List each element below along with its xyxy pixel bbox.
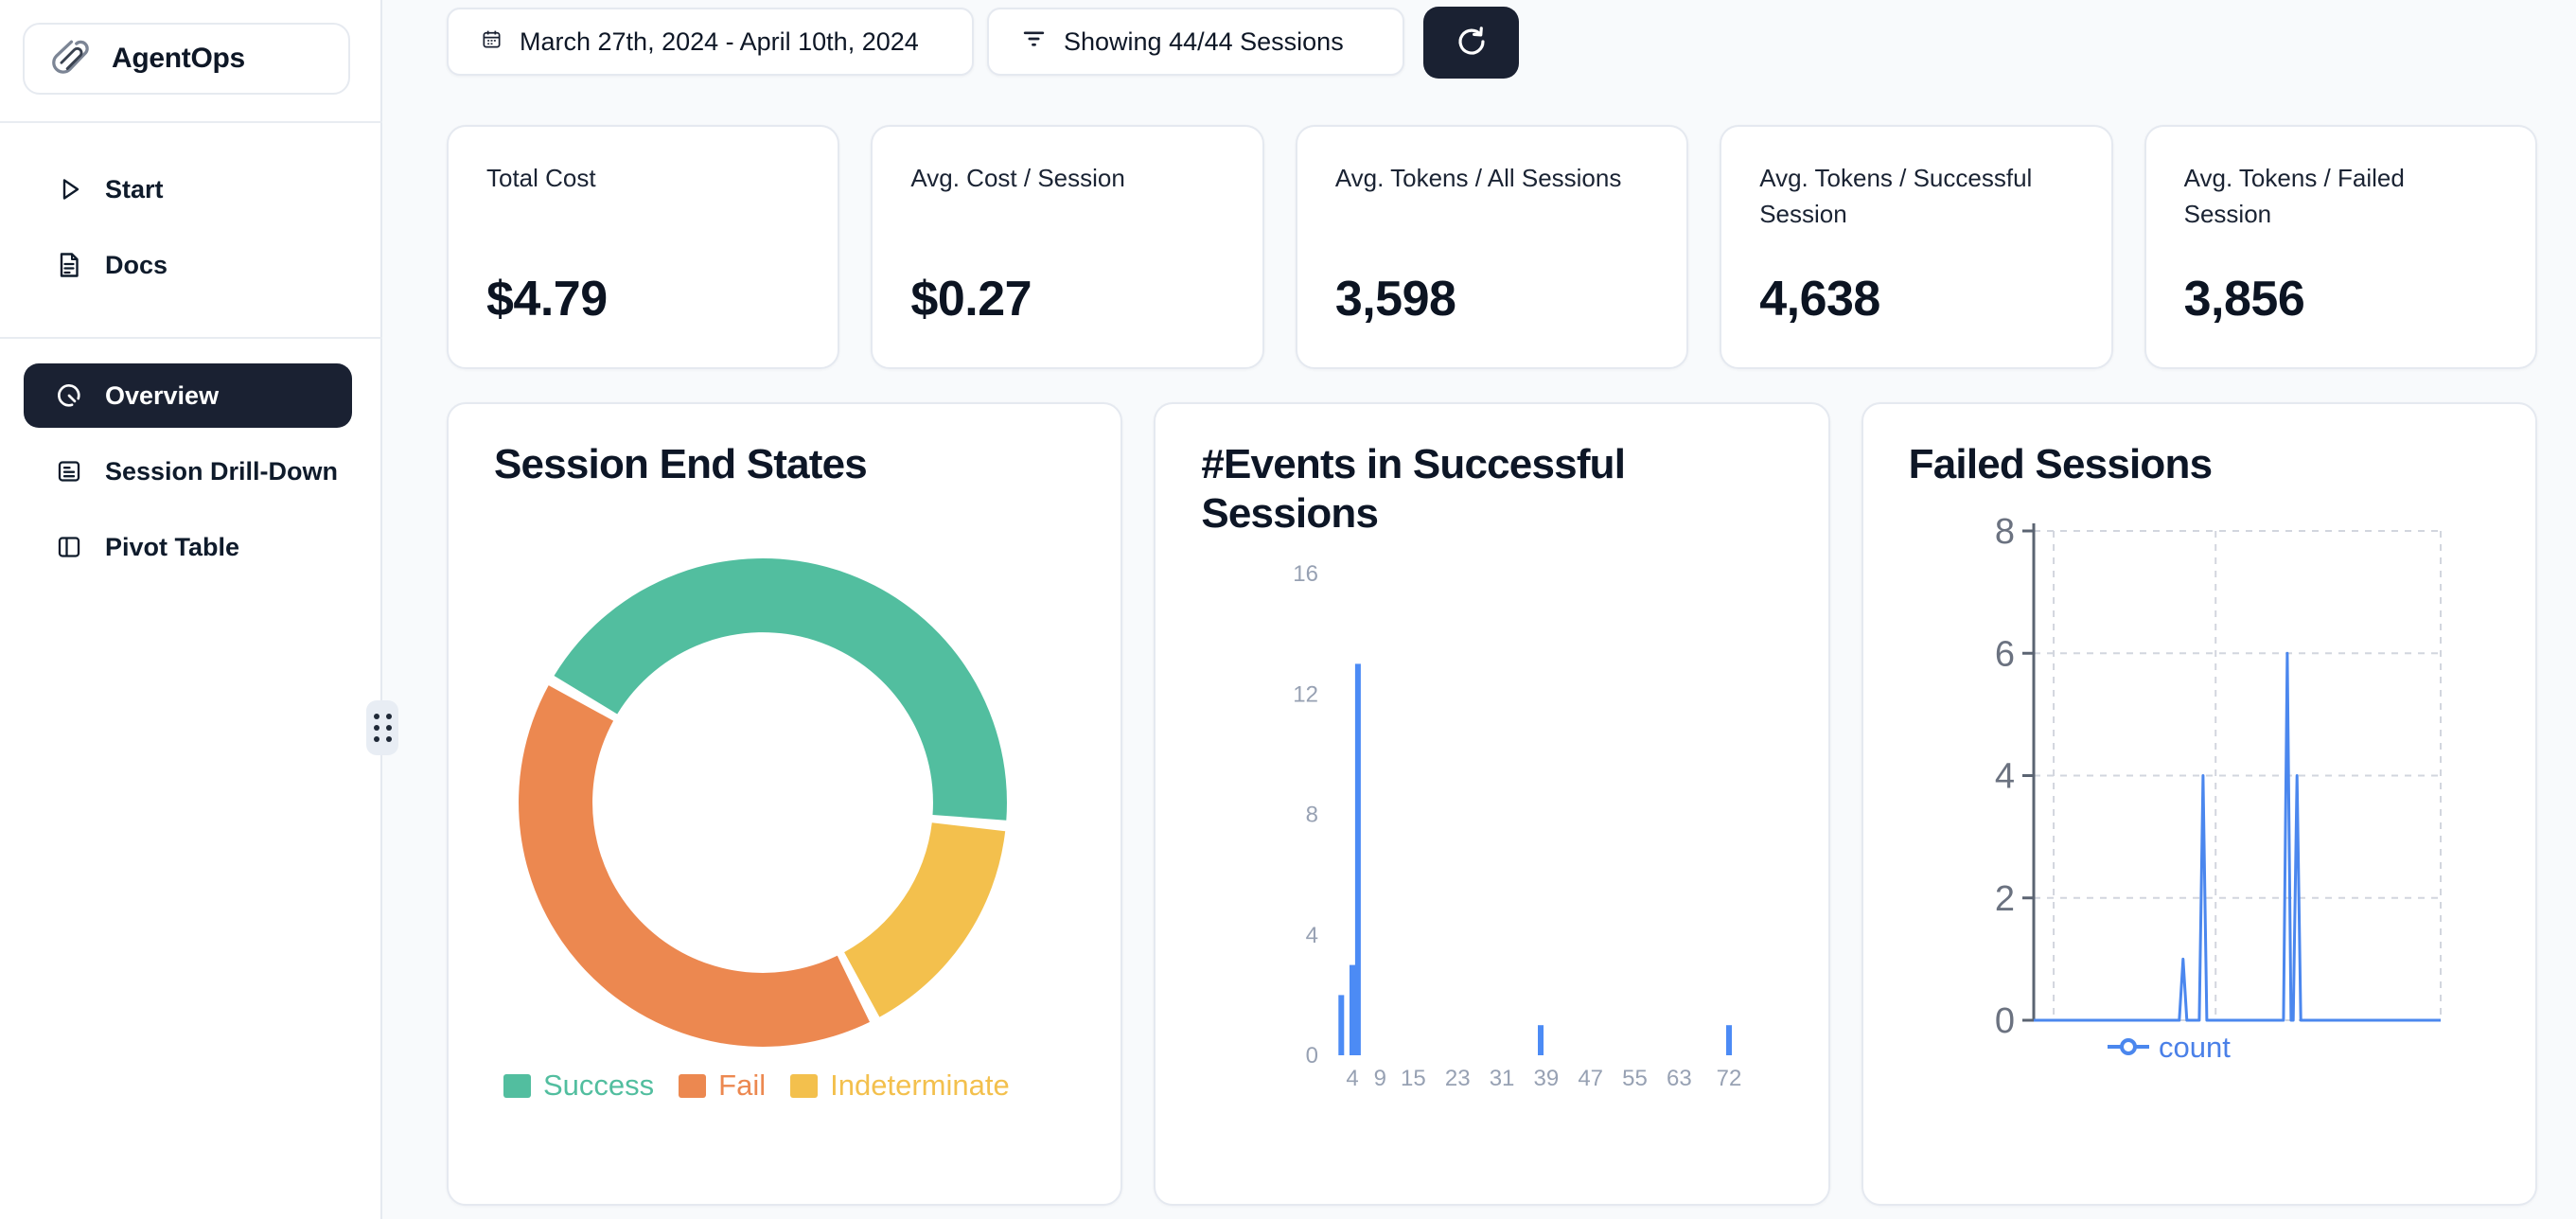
sidebar-item-docs[interactable]: Docs bbox=[24, 238, 352, 292]
sidebar-item-pivot-table[interactable]: Pivot Table bbox=[24, 521, 352, 574]
failed-sessions-line-chart: 0 2 4 6 8 count bbox=[1995, 512, 2442, 1064]
stat-card-0: Total Cost $4.79 bbox=[447, 125, 840, 369]
x-tick-label: 9 bbox=[1374, 1066, 1386, 1091]
app-name: AgentOps bbox=[112, 43, 245, 74]
refresh-button[interactable] bbox=[1423, 7, 1519, 79]
y-tick-label: 12 bbox=[1294, 681, 1319, 707]
bar-x5 bbox=[1355, 663, 1362, 1055]
date-range-label: March 27th, 2024 - April 10th, 2024 bbox=[520, 26, 919, 56]
legend-item-fail: Fail bbox=[679, 1069, 766, 1103]
bar-x72 bbox=[1726, 1025, 1733, 1055]
session-end-states-card: Session End States Success Fail Indetermin… bbox=[447, 402, 1123, 1206]
donut-segment-indeterminate bbox=[844, 822, 1006, 1017]
stat-label: Total Cost bbox=[486, 164, 596, 192]
grip-dots-icon bbox=[373, 714, 392, 742]
legend-swatch bbox=[679, 1073, 707, 1098]
sidebar-item-session-drill-down[interactable]: Session Drill-Down bbox=[24, 445, 352, 498]
y-tick-label: 8 bbox=[1995, 512, 2015, 552]
x-tick-label: 72 bbox=[1717, 1066, 1742, 1091]
sessions-filter-label: Showing 44/44 Sessions bbox=[1064, 26, 1344, 56]
stat-card-3: Avg. Tokens / Successful Session 4,638 bbox=[1720, 125, 2113, 369]
calendar-icon bbox=[481, 27, 503, 57]
x-tick-label: 31 bbox=[1490, 1066, 1515, 1091]
sidebar: AgentOps Start Docs Overview Session Drill-… bbox=[0, 0, 398, 1219]
legend-circle-icon bbox=[2119, 1038, 2137, 1055]
play-icon bbox=[54, 174, 84, 204]
legend-label: count bbox=[2159, 1031, 2231, 1064]
stat-value: 3,856 bbox=[2183, 272, 2305, 327]
sessions-filter-button[interactable]: Showing 44/44 Sessions bbox=[987, 8, 1404, 76]
stat-card-1: Avg. Cost / Session $0.27 bbox=[871, 125, 1264, 369]
date-range-button[interactable]: March 27th, 2024 - April 10th, 2024 bbox=[447, 8, 974, 76]
legend-swatch bbox=[790, 1073, 819, 1098]
sidebar-item-label: Overview bbox=[105, 380, 220, 410]
rows-icon bbox=[54, 456, 84, 486]
y-tick-label: 6 bbox=[1995, 634, 2015, 674]
x-tick-label: 23 bbox=[1445, 1066, 1471, 1091]
x-tick-label: 39 bbox=[1534, 1066, 1560, 1091]
stat-label: Avg. Tokens / Failed Session bbox=[2183, 164, 2405, 228]
legend-label: Fail bbox=[718, 1069, 767, 1102]
sidebar-divider bbox=[0, 337, 382, 339]
docs-icon bbox=[54, 250, 84, 280]
sidebar-divider bbox=[0, 121, 382, 123]
x-tick-label: 4 bbox=[1347, 1066, 1359, 1091]
session-end-states-donut-chart bbox=[519, 557, 1007, 1047]
stat-value: 4,638 bbox=[1759, 272, 1880, 327]
failed-sessions-card: Failed Sessions 0 2 4 6 8 count bbox=[1861, 402, 2537, 1206]
y-tick-label: 8 bbox=[1306, 803, 1318, 828]
y-tick-label: 4 bbox=[1306, 923, 1318, 948]
y-tick-label: 16 bbox=[1294, 561, 1319, 587]
x-tick-label: 63 bbox=[1667, 1066, 1692, 1091]
y-tick-label: 0 bbox=[1995, 1001, 2015, 1041]
refresh-icon bbox=[1455, 25, 1489, 62]
filter-icon bbox=[1021, 26, 1047, 58]
legend-item-success: Success bbox=[503, 1069, 654, 1103]
stat-value: 3,598 bbox=[1334, 272, 1456, 327]
sidebar-item-label: Session Drill-Down bbox=[105, 456, 339, 486]
stat-card-4: Avg. Tokens / Failed Session 3,856 bbox=[2144, 125, 2538, 369]
columns-icon bbox=[54, 532, 84, 562]
donut-segment-success bbox=[554, 557, 1007, 821]
chart-title: Session End States bbox=[494, 441, 868, 487]
x-tick-label: 55 bbox=[1622, 1066, 1648, 1091]
legend-label: Success bbox=[543, 1069, 655, 1102]
sidebar-item-label: Pivot Table bbox=[105, 532, 240, 561]
count-line-series bbox=[2033, 651, 2441, 1022]
legend-label: Indeterminate bbox=[830, 1069, 1010, 1102]
x-tick-label: 47 bbox=[1579, 1066, 1604, 1091]
sidebar-resize-handle[interactable] bbox=[366, 700, 398, 755]
charts-row: Session End States Success Fail Indetermin… bbox=[447, 402, 2537, 1206]
donut-segment-fail bbox=[519, 685, 870, 1047]
chart-title: #Events in Successful Sessions bbox=[1201, 441, 1626, 537]
stat-cards-row: Total Cost $4.79 Avg. Cost / Session $0.27 A… bbox=[447, 125, 2538, 369]
stat-label: Avg. Tokens / All Sessions bbox=[1334, 164, 1622, 192]
legend-swatch bbox=[503, 1073, 531, 1098]
sidebar-item-overview[interactable]: Overview bbox=[24, 363, 352, 428]
stat-value: $4.79 bbox=[486, 272, 608, 327]
y-tick-label: 4 bbox=[1995, 757, 2015, 797]
x-tick-label: 15 bbox=[1401, 1066, 1426, 1091]
bar-x38 bbox=[1538, 1025, 1544, 1055]
sidebar-item-label: Start bbox=[105, 174, 164, 203]
donut-legend: Success Fail Indeterminate bbox=[503, 1069, 1010, 1103]
gauge-icon bbox=[54, 380, 84, 411]
stat-label: Avg. Tokens / Successful Session bbox=[1759, 164, 2033, 228]
chart-title: Failed Sessions bbox=[1908, 441, 2213, 487]
bar-x2 bbox=[1338, 995, 1345, 1055]
legend-item-indeterminate: Indeterminate bbox=[790, 1069, 1010, 1103]
stat-card-2: Avg. Tokens / All Sessions 3,598 bbox=[1295, 125, 1689, 369]
logo-box[interactable]: AgentOps bbox=[23, 23, 350, 95]
sidebar-item-start[interactable]: Start bbox=[24, 163, 352, 216]
stat-label: Avg. Cost / Session bbox=[910, 164, 1125, 192]
sidebar-item-label: Docs bbox=[105, 250, 168, 279]
y-tick-label: 2 bbox=[1995, 879, 2015, 919]
paperclip-logo-icon bbox=[49, 35, 93, 83]
bar-x4 bbox=[1350, 964, 1356, 1055]
events-histogram-card: #Events in Successful Sessions 0 4 8 12 16 4 9… bbox=[1154, 402, 1830, 1206]
stat-value: $0.27 bbox=[910, 272, 1032, 327]
y-tick-label: 0 bbox=[1306, 1043, 1318, 1069]
